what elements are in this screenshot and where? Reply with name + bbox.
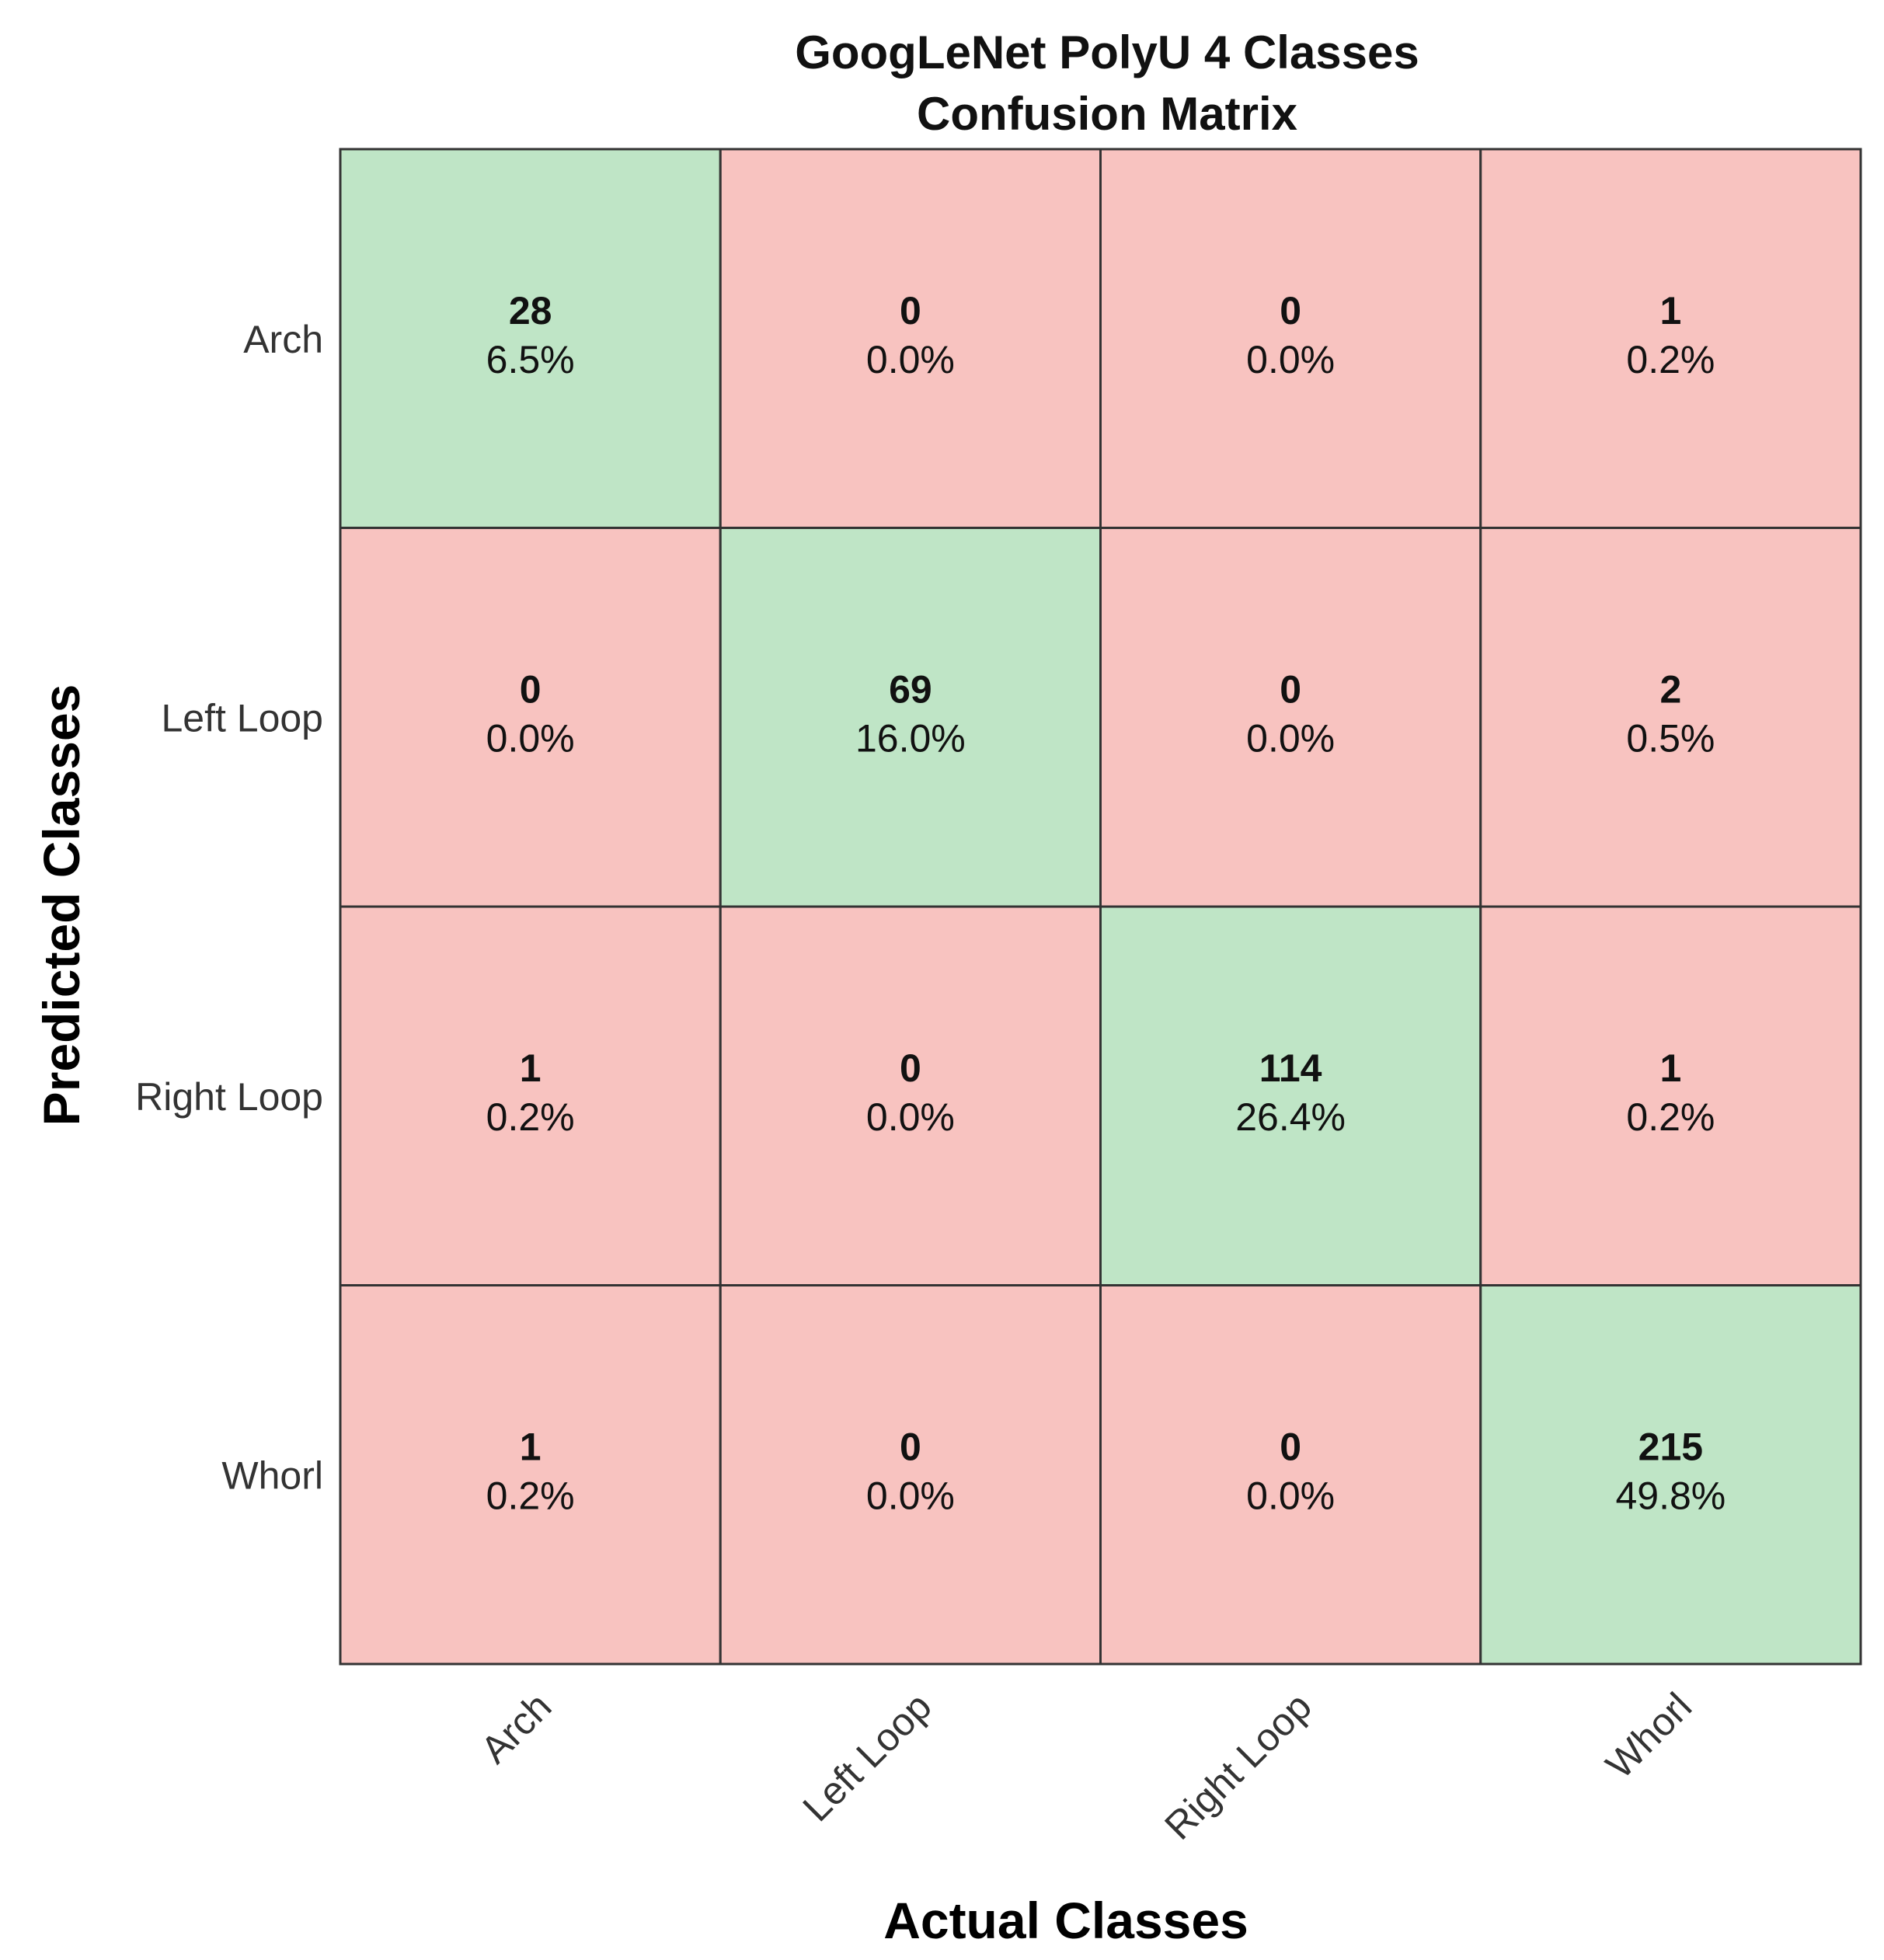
cell-count-r3-c0: 1: [520, 1426, 542, 1469]
matrix-cell-r1-c3: [1479, 527, 1862, 908]
x-tick-right-loop: Right Loop: [1156, 1684, 1320, 1848]
cell-count-r1-c0: 0: [520, 668, 542, 712]
cell-count-r3-c1: 0: [900, 1426, 921, 1469]
matrix-cell-r3-c0: [339, 1284, 722, 1666]
cell-count-r0-c0: 28: [509, 289, 552, 332]
cell-count-r3-c3: 215: [1638, 1426, 1703, 1469]
x-axis-label: Actual Classes: [883, 1892, 1248, 1949]
cell-percentage-r2-c2: 26.4%: [1235, 1095, 1346, 1139]
cell-percentage-r3-c0: 0.2%: [486, 1474, 575, 1518]
cell-count-r2-c0: 1: [520, 1046, 542, 1090]
cell-percentage-r3-c3: 49.8%: [1615, 1474, 1726, 1518]
cell-percentage-r1-c3: 0.5%: [1626, 717, 1715, 761]
y-tick-left-loop: Left Loop: [161, 696, 323, 740]
y-tick-whorl: Whorl: [221, 1453, 323, 1497]
matrix-cell-r2-c3: [1479, 905, 1862, 1286]
matrix-cell-r0-c2: [1099, 148, 1482, 529]
cell-count-r2-c3: 1: [1659, 1046, 1681, 1090]
y-tick-right-loop: Right Loop: [135, 1075, 323, 1119]
cell-count-r1-c3: 2: [1659, 668, 1681, 712]
cell-count-r0-c2: 0: [1280, 289, 1301, 332]
matrix-cells: 28 6.5% 0 0.0% 0 0.0% 1 0.2% 0 0.0% 69 16.0% 0 0.0% 2 0…: [339, 148, 1862, 1666]
y-tick-labels: Arch Left Loop Right Loop Whorl: [135, 318, 323, 1498]
matrix-cell-r3-c1: [719, 1284, 1102, 1666]
cell-percentage-r0-c3: 0.2%: [1626, 338, 1715, 381]
cell-count-r1-c2: 0: [1280, 668, 1301, 712]
cell-percentage-r0-c0: 6.5%: [486, 338, 575, 381]
cell-count-r0-c1: 0: [900, 289, 921, 332]
matrix-cell-r1-c1: [719, 527, 1102, 908]
matrix-cell-r0-c3: [1479, 148, 1862, 529]
cell-percentage-r1-c1: 16.0%: [855, 717, 966, 761]
cell-count-r0-c3: 1: [1659, 289, 1681, 332]
cell-percentage-r2-c1: 0.0%: [866, 1095, 955, 1139]
matrix-cell-r3-c3: [1479, 1284, 1862, 1666]
cell-count-r2-c2: 114: [1259, 1046, 1322, 1090]
x-tick-labels: Arch Left Loop Right Loop Whorl: [472, 1684, 1700, 1848]
cell-percentage-r1-c0: 0.0%: [486, 717, 575, 761]
x-tick-arch: Arch: [472, 1684, 559, 1771]
x-tick-whorl: Whorl: [1597, 1684, 1700, 1787]
cell-percentage-r3-c1: 0.0%: [866, 1474, 955, 1518]
matrix-cell-r0-c1: [719, 148, 1102, 529]
cell-percentage-r0-c1: 0.0%: [866, 338, 955, 381]
matrix-cell-r1-c2: [1099, 527, 1482, 908]
cell-count-r2-c1: 0: [900, 1046, 921, 1090]
matrix-cell-r2-c1: [719, 905, 1102, 1286]
chart-title-line-2: Confusion Matrix: [917, 88, 1297, 140]
x-tick-left-loop: Left Loop: [795, 1684, 940, 1829]
cell-percentage-r1-c2: 0.0%: [1246, 717, 1335, 761]
cell-percentage-r0-c2: 0.0%: [1246, 338, 1335, 381]
cell-percentage-r2-c0: 0.2%: [486, 1095, 575, 1139]
cell-percentage-r2-c3: 0.2%: [1626, 1095, 1715, 1139]
cell-count-r1-c1: 69: [889, 668, 932, 712]
matrix-cell-r3-c2: [1099, 1284, 1482, 1666]
chart-title-line-1: GoogLeNet PolyU 4 Classes: [795, 26, 1419, 78]
y-axis-label: Predicted Classes: [33, 684, 90, 1126]
y-tick-arch: Arch: [243, 318, 323, 361]
matrix-cell-r0-c0: [339, 148, 722, 529]
cell-count-r3-c2: 0: [1280, 1426, 1301, 1469]
matrix-cell-r1-c0: [339, 527, 722, 908]
cell-percentage-r3-c2: 0.0%: [1246, 1474, 1335, 1518]
